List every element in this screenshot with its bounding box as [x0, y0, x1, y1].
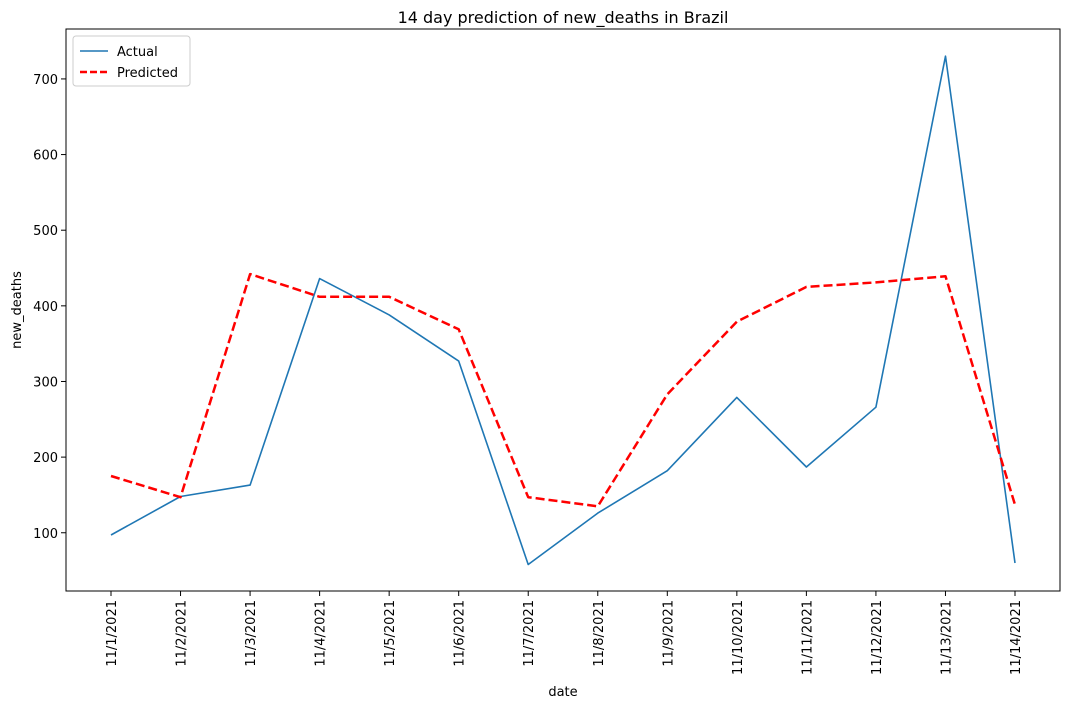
x-tick-label: 11/8/2021 — [592, 600, 607, 667]
y-tick-label: 600 — [33, 149, 58, 164]
x-tick-label: 11/5/2021 — [383, 600, 398, 667]
data-point-actual — [250, 485, 251, 486]
x-tick-label: 11/2/2021 — [175, 600, 190, 667]
plot-frame — [65, 28, 1061, 592]
y-axis-label: new_deaths — [10, 271, 25, 349]
data-point-predicted — [667, 394, 668, 395]
y-tick-label: 400 — [33, 300, 58, 315]
x-axis: 11/1/2021 11/2/2021 11/3/2021 11/4/2021 11/5… — [105, 591, 1024, 675]
data-point-actual — [389, 314, 390, 315]
data-point-actual — [945, 56, 946, 57]
data-point-predicted — [319, 296, 320, 297]
data-point-actual — [597, 513, 598, 514]
data-point-actual — [458, 361, 459, 362]
chart-title: 14 day prediction of new_deaths in Brazi… — [398, 8, 729, 28]
data-point-actual — [528, 564, 529, 565]
data-point-predicted — [1015, 504, 1016, 505]
y-tick-label: 100 — [33, 527, 58, 542]
x-tick-label: 11/12/2021 — [870, 600, 885, 675]
data-point-predicted — [528, 497, 529, 498]
data-point-actual — [319, 278, 320, 279]
data-point-predicted — [458, 329, 459, 330]
data-point-predicted — [806, 286, 807, 287]
x-tick-label: 11/1/2021 — [105, 600, 120, 667]
x-tick-label: 11/3/2021 — [244, 600, 259, 667]
data-point-predicted — [111, 476, 112, 477]
x-tick-label: 11/4/2021 — [314, 600, 329, 667]
data-point-predicted — [945, 276, 946, 277]
legend-label-actual: Actual — [117, 45, 158, 60]
data-point-actual — [667, 470, 668, 471]
y-tick-label: 300 — [33, 375, 58, 390]
x-tick-label: 11/13/2021 — [939, 600, 954, 675]
legend-box — [72, 35, 191, 87]
series-line-predicted — [110, 272, 1017, 508]
x-tick-label: 11/6/2021 — [453, 600, 468, 667]
x-tick-label: 11/10/2021 — [731, 600, 746, 675]
data-point-actual — [1015, 563, 1016, 564]
x-axis-label: date — [548, 685, 577, 700]
x-tick-label: 11/9/2021 — [661, 600, 676, 667]
y-tick-label: 500 — [33, 224, 58, 239]
data-point-actual — [736, 397, 737, 398]
y-axis: 100 200 300 400 500 600 700 — [33, 73, 66, 542]
data-point-predicted — [875, 282, 876, 283]
data-point-predicted — [736, 321, 737, 322]
plot-area — [110, 55, 1017, 566]
data-point-actual — [875, 407, 876, 408]
data-point-predicted — [597, 506, 598, 507]
series-line-actual — [110, 55, 1016, 566]
data-point-actual — [806, 466, 807, 467]
y-tick-label: 200 — [33, 451, 58, 466]
data-point-predicted — [250, 274, 251, 275]
legend: Actual Predicted — [72, 35, 191, 87]
y-tick-label: 700 — [33, 73, 58, 88]
legend-label-predicted: Predicted — [117, 66, 178, 81]
x-tick-label: 11/11/2021 — [800, 600, 815, 675]
x-tick-label: 11/14/2021 — [1009, 600, 1024, 675]
data-point-actual — [111, 535, 112, 536]
data-point-predicted — [180, 497, 181, 498]
x-tick-label: 11/7/2021 — [522, 600, 537, 667]
data-point-predicted — [389, 296, 390, 297]
